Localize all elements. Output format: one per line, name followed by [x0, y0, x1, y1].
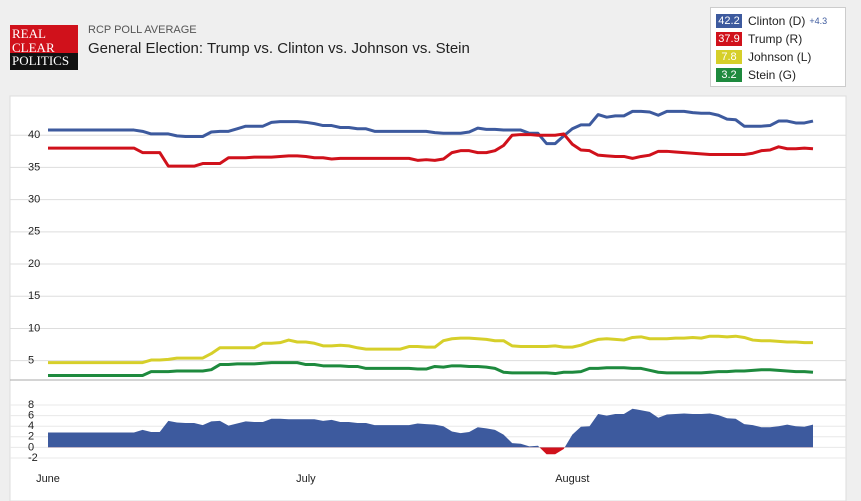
y-tick-label: 15 [28, 290, 40, 302]
x-tick-label: July [296, 473, 316, 485]
logo-text: CLEAR [12, 40, 55, 55]
legend-value: 42.2 [716, 14, 742, 28]
chart-subtitle: RCP POLL AVERAGE [88, 24, 197, 36]
series-line [48, 109, 814, 146]
legend-label: Clinton (D) [748, 14, 806, 28]
y-tick-label: 35 [28, 161, 40, 173]
legend-value: 3.2 [716, 68, 742, 82]
legend-label: Trump (R) [748, 32, 803, 46]
y-tick-label: 4 [28, 420, 34, 432]
y-tick-label: 25 [28, 226, 40, 238]
spread-area [48, 408, 813, 448]
y-tick-label: 2 [28, 431, 34, 443]
legend-spread: +4.3 [809, 16, 828, 26]
logo-text: POLITICS [10, 53, 78, 70]
chart-title: General Election: Trump vs. Clinton vs. … [88, 40, 470, 57]
x-tick-label: August [555, 473, 589, 485]
series-line [48, 361, 814, 377]
legend-value: 37.9 [716, 32, 742, 46]
series-line [48, 132, 814, 168]
legend-item: 37.9 Trump (R) [716, 30, 840, 48]
legend-item: 7.8 Johnson (L) [716, 48, 840, 66]
y-tick-label: 0 [28, 441, 34, 453]
y-tick-label: 5 [28, 355, 34, 367]
legend-label: Stein (G) [748, 68, 797, 82]
y-tick-label: 20 [28, 258, 40, 270]
legend: 42.2 Clinton (D) +4.3 37.9 Trump (R) 7.8 Johns… [710, 7, 846, 87]
logo: REAL CLEAR POLITICS [10, 25, 78, 70]
logo-text: REAL [12, 26, 46, 41]
series-line [48, 334, 813, 365]
legend-item: 3.2 Stein (G) [716, 66, 840, 84]
legend-label: Johnson (L) [748, 50, 812, 64]
y-tick-label: 30 [28, 194, 40, 206]
y-tick-label: -2 [28, 452, 38, 464]
legend-item: 42.2 Clinton (D) +4.3 [716, 12, 840, 30]
x-tick-label: June [36, 473, 60, 485]
y-tick-label: 10 [28, 322, 40, 334]
y-tick-label: 6 [28, 410, 34, 422]
y-tick-label: 8 [28, 399, 34, 411]
y-tick-label: 40 [28, 129, 40, 141]
legend-value: 7.8 [716, 50, 742, 64]
